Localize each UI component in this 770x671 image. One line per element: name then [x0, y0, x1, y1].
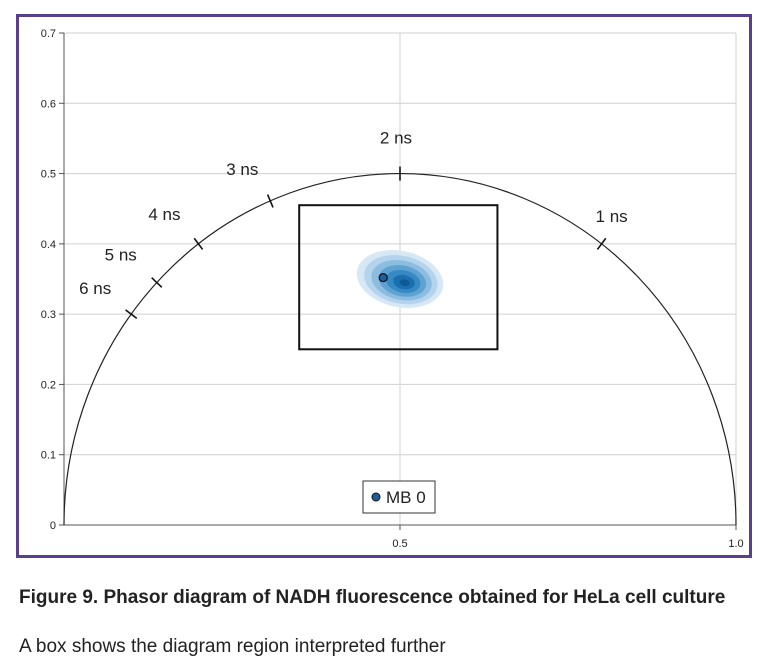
- data-points: [378, 272, 388, 283]
- y-tick-label: 0.1: [41, 450, 56, 462]
- y-tick-label: 0.6: [41, 98, 56, 110]
- lifetime-tick: [596, 237, 607, 250]
- lifetime-tick: [266, 194, 274, 208]
- y-tick-label: 0.2: [41, 379, 56, 391]
- lifetime-tick: [151, 277, 163, 288]
- grid-lines: [64, 32, 737, 525]
- y-tick-label: 0.7: [41, 28, 56, 40]
- y-tick-label: 0.5: [41, 169, 56, 181]
- lifetime-label: 4 ns: [148, 205, 180, 224]
- lifetime-tick: [125, 309, 138, 319]
- lifetime-label: 5 ns: [105, 246, 137, 265]
- density-contour: [399, 279, 410, 287]
- lifetime-label: 1 ns: [596, 207, 628, 226]
- data-point: [378, 272, 388, 283]
- lifetime-label: 6 ns: [79, 279, 111, 298]
- legend-marker: [371, 492, 381, 502]
- lifetime-markers: 1 ns 2 ns 3 ns 4 ns 5 ns 6 ns: [79, 129, 628, 319]
- y-tick-label: 0.3: [41, 309, 56, 321]
- x-tick-label: 1.0: [728, 538, 743, 550]
- lifetime-tick: [193, 237, 204, 250]
- y-tick-label: 0: [50, 520, 56, 532]
- y-tick-label: 0.4: [41, 239, 56, 251]
- figure-caption-title: Figure 9. Phasor diagram of NADH fluores…: [19, 587, 726, 608]
- region-box-rect: [298, 204, 499, 351]
- density-cloud: [356, 250, 444, 308]
- legend-label: MB 0: [386, 488, 426, 507]
- region-box: [298, 204, 499, 351]
- lifetime-label: 2 ns: [380, 129, 412, 148]
- x-tick-label: 0.5: [392, 538, 407, 550]
- axes: 0 0.1 0.2 0.3 0.4 0.5 0.6 0.7 0.5 1.0: [41, 28, 744, 550]
- figure-caption-subtitle: A box shows the diagram region interpret…: [19, 636, 446, 657]
- phasor-plot: 0 0.1 0.2 0.3 0.4 0.5 0.6 0.7 0.5 1.0 1 ns 2 ns 3 n…: [41, 28, 744, 550]
- lifetime-label: 3 ns: [226, 160, 258, 179]
- legend: MB 0: [362, 480, 436, 514]
